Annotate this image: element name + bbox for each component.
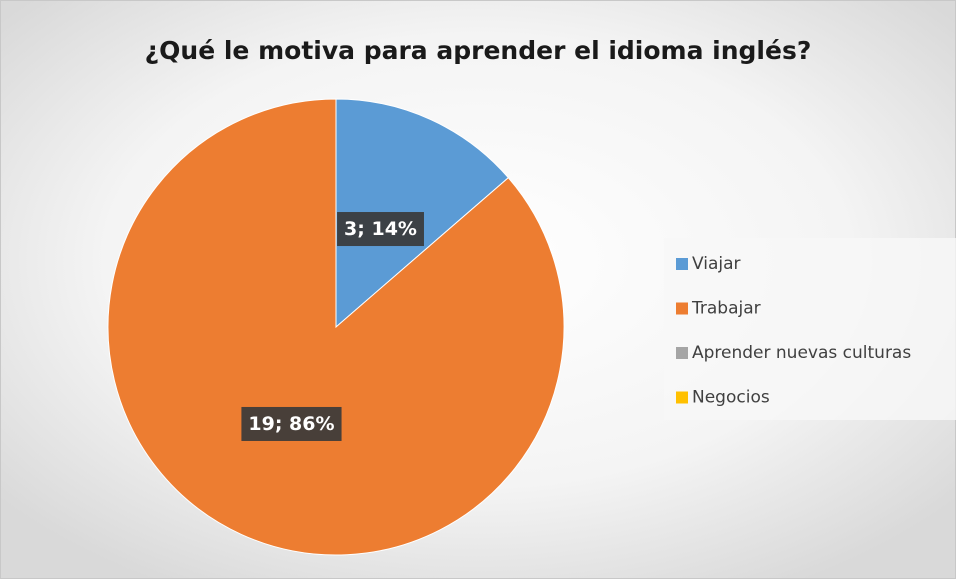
legend-label: Viajar — [692, 254, 741, 274]
data-label: 19; 86% — [248, 413, 334, 435]
data-label: 3; 14% — [344, 218, 417, 240]
legend-swatch — [676, 258, 688, 270]
legend-background — [664, 238, 956, 420]
legend-swatch — [676, 347, 688, 359]
legend-label: Trabajar — [691, 299, 761, 319]
legend-swatch — [676, 302, 688, 315]
chart-title: ¿Qué le motiva para aprender el idioma i… — [145, 36, 812, 65]
data-label-background — [337, 212, 424, 247]
data-label-background — [241, 406, 342, 441]
legend-label: Negocios — [692, 388, 770, 408]
legend-label: Aprender nuevas culturas — [692, 343, 911, 363]
legend-swatch — [676, 391, 688, 404]
pie-slice — [107, 98, 565, 556]
